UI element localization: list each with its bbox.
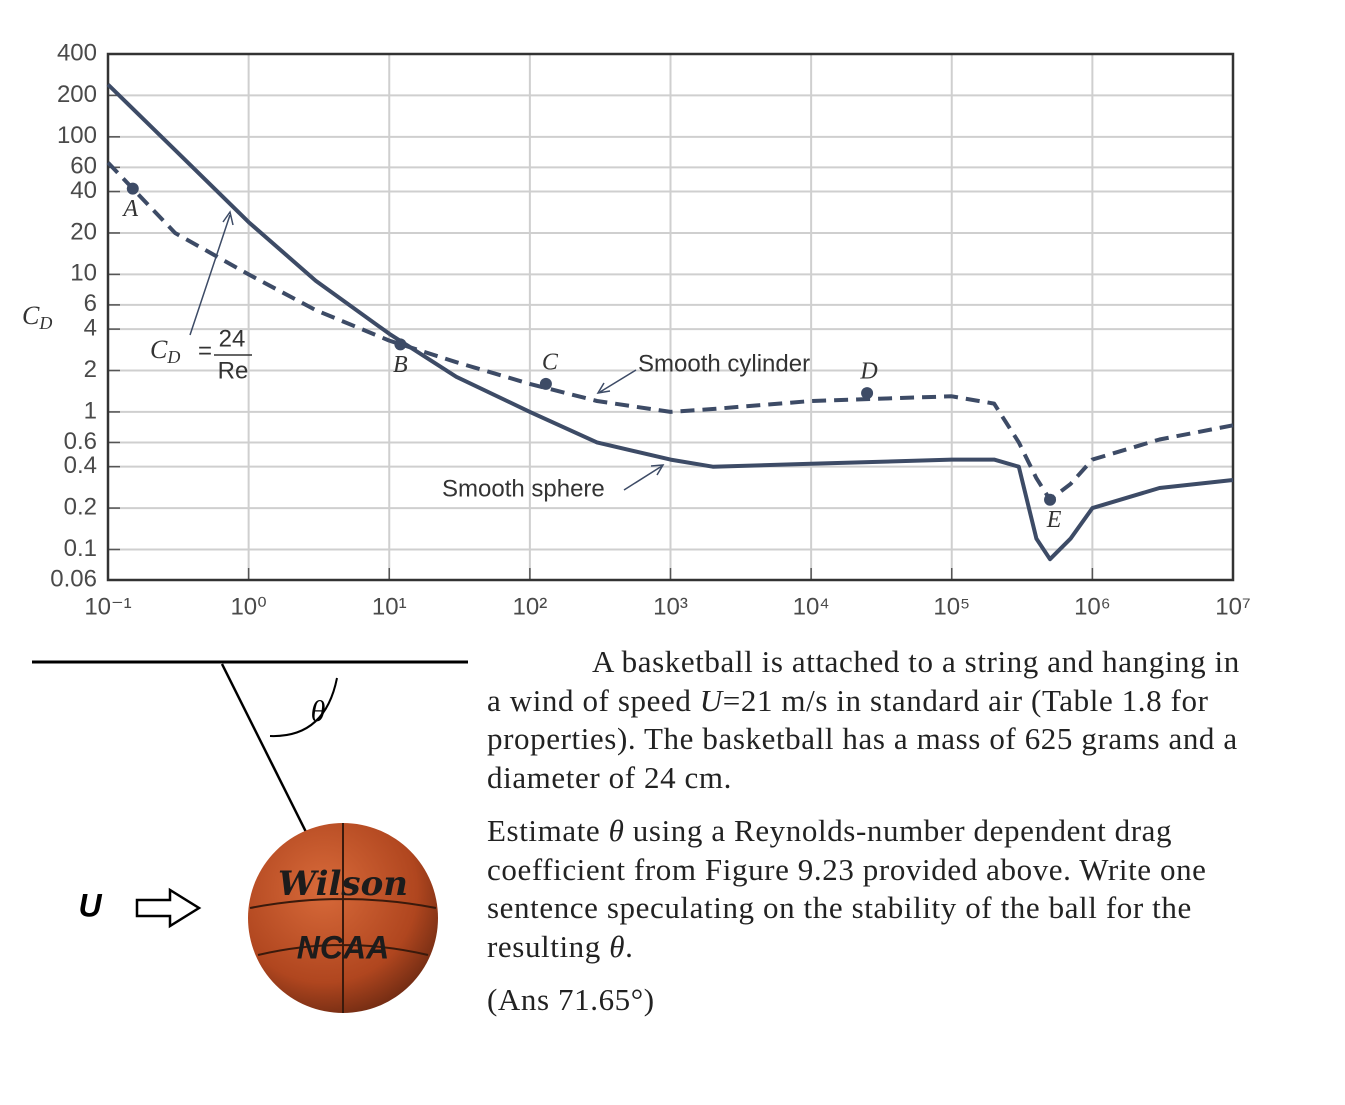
y-tick-label: 10 [70, 260, 97, 287]
reference-label-equals: = [198, 337, 212, 364]
text: =21 m/s in standard air (Table 1.8 for p… [487, 682, 1238, 795]
point-label: A [121, 196, 138, 222]
problem-text: A basketball is attached to a string and… [487, 643, 1255, 1035]
text: (Ans 71.65°) [487, 982, 655, 1017]
series-label: Smooth cylinder [638, 350, 810, 377]
string [220, 663, 308, 833]
series-pointer [623, 464, 665, 491]
y-axis-label-sub: D [38, 313, 52, 333]
reference-label-main: C [150, 335, 168, 364]
paragraph: Estimate θ using a Reynolds-number depen… [487, 812, 1255, 966]
text: Estimate [487, 813, 609, 848]
series-label: Smooth sphere [442, 475, 605, 502]
x-tick-label: 10⁻¹ [84, 593, 131, 620]
x-tick-label: 10² [513, 593, 548, 620]
y-tick-label: 0.06 [50, 565, 97, 592]
x-tick-label: 10³ [653, 593, 688, 620]
reference-label-numerator: 24 [219, 325, 246, 352]
series-line [106, 161, 1234, 502]
reference-label-denominator: Re [218, 357, 249, 384]
y-tick-label: 20 [70, 218, 97, 245]
text: using a Reynolds-number dependent drag c… [487, 813, 1207, 964]
y-tick-label: 200 [57, 81, 97, 108]
ball-seams [249, 823, 437, 1013]
point-label: D [859, 359, 877, 385]
plot-frame [106, 52, 1235, 582]
y-axis-label: CD [22, 301, 52, 333]
paragraph: A basketball is attached to a string and… [487, 643, 1255, 797]
wind-label: U [78, 887, 102, 923]
y-tick-label: 2 [84, 356, 97, 383]
series-line [106, 83, 1234, 562]
ball-brand: Wilson [278, 864, 408, 904]
x-tick-label: 10⁰ [230, 593, 266, 620]
angle-arc [269, 677, 338, 738]
y-tick-label: 1 [84, 397, 97, 424]
y-tick-label: 40 [70, 177, 97, 204]
y-tick-label: 0.4 [64, 452, 97, 479]
reference-line [174, 149, 250, 223]
y-tick-label: 0.1 [64, 535, 97, 562]
y-tick-label: 4 [84, 314, 97, 341]
text: U [699, 682, 723, 718]
text: A basketball is attached to a string and… [487, 644, 1240, 718]
y-tick-label: 400 [57, 39, 97, 66]
text: . [625, 928, 634, 964]
wind-arrow [135, 887, 202, 929]
x-tick-label: 10⁵ [933, 593, 970, 620]
y-tick-label: 0.2 [64, 493, 97, 520]
y-tick-label: 60 [70, 153, 97, 180]
text: θ [608, 813, 625, 848]
y-axis-label-main: C [22, 301, 40, 330]
labeled-point [539, 377, 552, 390]
answer: (Ans 71.65°) [487, 981, 1255, 1020]
y-tick-label: 0.6 [64, 428, 97, 455]
x-tick-label: 10⁴ [793, 593, 830, 620]
text: θ [609, 928, 626, 964]
x-tick-label: 10⁶ [1074, 593, 1111, 620]
y-tick-label: 6 [84, 290, 97, 317]
labeled-point [394, 338, 407, 351]
x-tick-label: 10⁷ [1215, 593, 1250, 620]
point-label: B [393, 352, 408, 378]
ball-logo: NCAA [297, 929, 389, 965]
x-tick-label: 10¹ [372, 593, 407, 620]
series-pointer [596, 369, 637, 395]
y-tick-label: 100 [57, 122, 97, 149]
labeled-point [126, 182, 139, 195]
labeled-point [861, 387, 874, 400]
labeled-point [1044, 493, 1057, 506]
reference-label-sub: D [166, 347, 180, 367]
reference-pointer [189, 210, 234, 336]
reference-label-lhs: CD [150, 335, 180, 367]
theta-label: θ [311, 695, 326, 728]
point-label: C [542, 349, 559, 375]
point-label: E [1046, 507, 1062, 533]
